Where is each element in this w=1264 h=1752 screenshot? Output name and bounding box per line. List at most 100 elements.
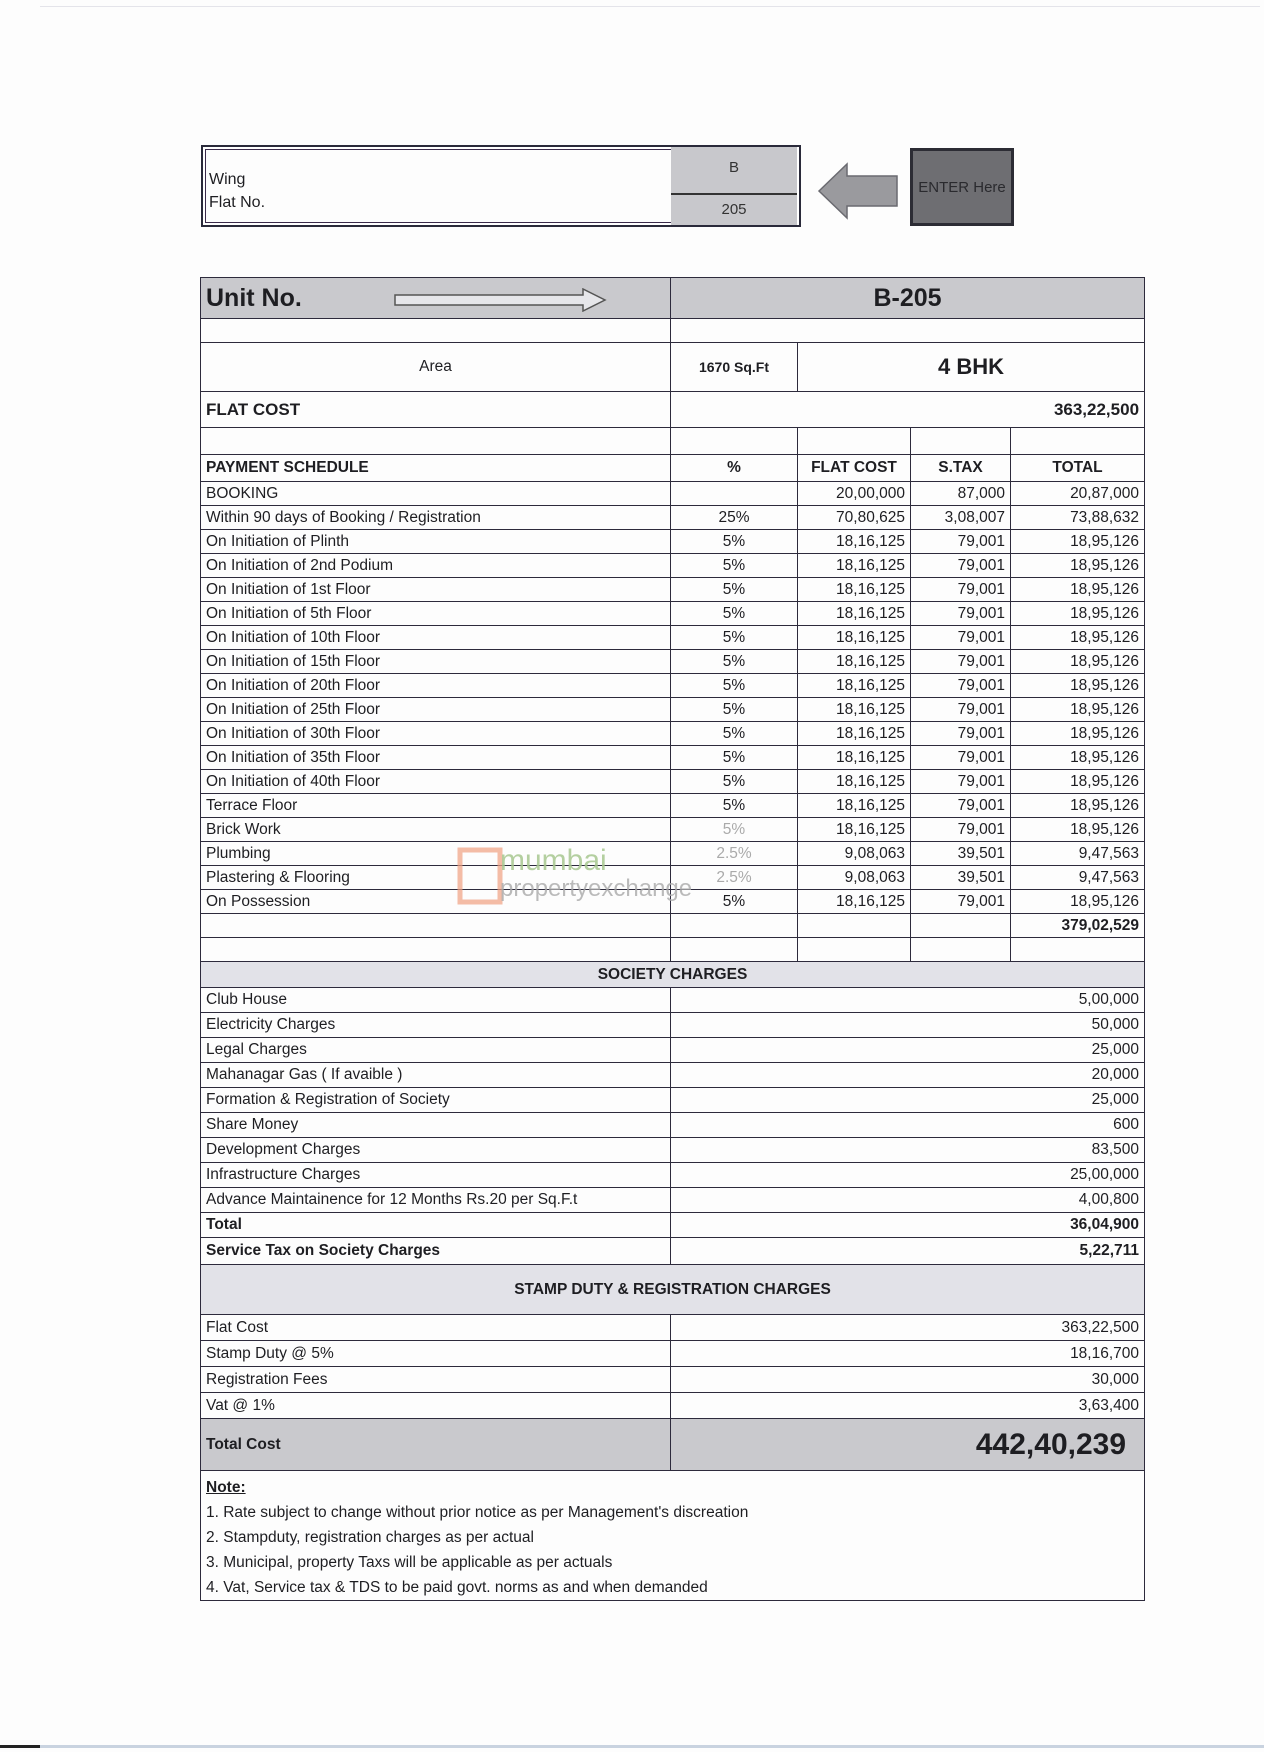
stamp-value: 30,000 <box>669 1366 1146 1393</box>
schedule-row: On Initiation of 5th Floor 5% 18,16,125 79,… <box>200 601 1146 626</box>
service-tax-cell: 79,001 <box>910 553 1011 578</box>
percent-cell: 5% <box>670 697 798 722</box>
schedule-row: BOOKING 20,00,000 87,000 20,87,000 <box>200 481 1146 506</box>
percent-cell: 5% <box>670 649 798 674</box>
milestone-cell: Within 90 days of Booking / Registration <box>200 505 671 530</box>
notes-row: Note: 1. Rate subject to change without p… <box>199 1470 1146 1601</box>
percent-cell <box>670 481 798 506</box>
percent-cell: 5% <box>670 745 798 770</box>
flat-cost-cell: 18,16,125 <box>797 601 911 626</box>
percent-cell: 2.5% <box>670 865 798 890</box>
schedule-row: Within 90 days of Booking / Registration… <box>200 505 1146 530</box>
flat-cost-label: FLAT COST <box>200 391 671 428</box>
arrow-left-icon <box>817 162 898 220</box>
flat-cost-cell: 18,16,125 <box>797 769 911 794</box>
society-total: 36,04,900 <box>669 1212 1146 1238</box>
empty-cell <box>200 937 671 962</box>
service-tax-cell: 79,001 <box>910 601 1011 626</box>
stamp-row: Vat @ 1% 3,63,400 <box>200 1392 1146 1419</box>
service-tax-cell: 79,001 <box>910 817 1011 842</box>
percent-cell: 5% <box>670 577 798 602</box>
charge-label: Infrastructure Charges <box>200 1162 671 1188</box>
service-tax-cell: 79,001 <box>910 625 1011 650</box>
society-header-row: SOCIETY CHARGES <box>199 961 1146 988</box>
milestone-cell: On Initiation of 5th Floor <box>200 601 671 626</box>
milestone-cell: BOOKING <box>200 481 671 506</box>
total-cell: 18,95,126 <box>1009 577 1146 602</box>
total-cell: 18,95,126 <box>1009 817 1146 842</box>
milestone-cell: On Initiation of 10th Floor <box>200 625 671 650</box>
wing-flat-selector: Wing Flat No. B 205 <box>201 145 801 227</box>
milestone-cell: Plumbing <box>200 841 671 866</box>
total-cell: 9,47,563 <box>1009 865 1146 890</box>
society-row: Electricity Charges 50,000 <box>200 1012 1146 1038</box>
service-tax-cell: 39,501 <box>910 841 1011 866</box>
percent-cell: 5% <box>670 529 798 554</box>
charge-value: 25,00,000 <box>669 1162 1146 1188</box>
society-total-label: Total <box>200 1212 671 1238</box>
schedule-header-cell: FLAT COST <box>797 454 911 482</box>
stamp-header-row: STAMP DUTY & REGISTRATION CHARGES <box>199 1264 1146 1315</box>
schedule-row: Brick Work 5% 18,16,125 79,001 18,95,126 <box>200 817 1146 842</box>
milestone-cell: Terrace Floor <box>200 793 671 818</box>
empty-cell <box>797 937 911 962</box>
service-tax-cell: 79,001 <box>910 769 1011 794</box>
total-cell: 18,95,126 <box>1009 745 1146 770</box>
stamp-label: Vat @ 1% <box>200 1392 671 1419</box>
flat-cost-cell: 18,16,125 <box>797 793 911 818</box>
flat-cost-row: FLAT COST 363,22,500 <box>200 391 1146 428</box>
empty-cell <box>670 937 798 962</box>
stamp-row: Flat Cost 363,22,500 <box>200 1314 1146 1341</box>
flat-cost-cell: 18,16,125 <box>797 553 911 578</box>
schedule-total-row: 379,02,529 <box>200 913 1146 938</box>
schedule-header-cell: % <box>670 454 798 482</box>
flat-cost-cell: 9,08,063 <box>797 865 911 890</box>
total-cost-label: Total Cost <box>200 1418 671 1471</box>
schedule-header-row: PAYMENT SCHEDULE% FLAT COST S.TAX TOTAL <box>200 454 1146 482</box>
percent-cell: 5% <box>670 817 798 842</box>
milestone-cell: Brick Work <box>200 817 671 842</box>
milestone-cell: Plastering & Flooring <box>200 865 671 890</box>
society-row: Formation & Registration of Society 25,00… <box>200 1087 1146 1113</box>
stamp-row: Registration Fees 30,000 <box>200 1366 1146 1393</box>
flat-cost-cell: 20,00,000 <box>797 481 911 506</box>
schedule-row: On Possession 5% 18,16,125 79,001 18,95,126 <box>200 889 1146 914</box>
service-tax-cell: 79,001 <box>910 889 1011 914</box>
total-cell: 18,95,126 <box>1009 601 1146 626</box>
flat-cost-cell: 18,16,125 <box>797 721 911 746</box>
society-row: Advance Maintainence for 12 Months Rs.20… <box>200 1187 1146 1213</box>
service-tax-row: Service Tax on Society Charges 5,22,711 <box>200 1237 1146 1265</box>
schedule-header-cell: PAYMENT SCHEDULE <box>200 454 671 482</box>
stamp-row: Stamp Duty @ 5% 18,16,700 <box>200 1340 1146 1367</box>
total-cell: 18,95,126 <box>1009 697 1146 722</box>
percent-cell: 2.5% <box>670 841 798 866</box>
stamp-label: Stamp Duty @ 5% <box>200 1340 671 1367</box>
schedule-row: On Initiation of 20th Floor 5% 18,16,125 79… <box>200 673 1146 698</box>
enter-here-box: ENTER Here <box>910 148 1014 226</box>
schedule-header-cell: TOTAL <box>1009 454 1146 482</box>
society-title: SOCIETY CHARGES <box>199 961 1146 988</box>
service-tax-value: 5,22,711 <box>669 1237 1146 1265</box>
total-cell: 18,95,126 <box>1009 673 1146 698</box>
percent-cell: 25% <box>670 505 798 530</box>
schedule-row: On Initiation of 40th Floor 5% 18,16,125 79… <box>200 769 1146 794</box>
flat-cost-cell: 18,16,125 <box>797 697 911 722</box>
percent-cell: 5% <box>670 769 798 794</box>
service-tax-cell: 79,001 <box>910 697 1011 722</box>
flat-input[interactable]: 205 <box>671 195 797 225</box>
wing-input[interactable]: B <box>671 147 797 195</box>
society-row: Club House 5,00,000 <box>200 987 1146 1013</box>
empty-cell <box>1009 937 1146 962</box>
schedule-row: Plumbing 2.5% 9,08,063 39,501 9,47,563 <box>200 841 1146 866</box>
schedule-row: On Initiation of 1st Floor 5% 18,16,125 79,… <box>200 577 1146 602</box>
schedule-row: On Initiation of 35th Floor 5% 18,16,125 79… <box>200 745 1146 770</box>
total-cell: 20,87,000 <box>1009 481 1146 506</box>
schedule-total: 379,02,529 <box>1009 913 1146 938</box>
service-tax-cell: 3,08,007 <box>910 505 1011 530</box>
schedule-row: On Initiation of 10th Floor 5% 18,16,125 79… <box>200 625 1146 650</box>
flat-cost-value: 363,22,500 <box>669 391 1146 428</box>
charge-label: Legal Charges <box>200 1037 671 1063</box>
charge-value: 50,000 <box>669 1012 1146 1038</box>
unit-label: Unit No. <box>206 283 302 312</box>
note-item: 1. Rate subject to change without prior … <box>206 1504 749 1521</box>
